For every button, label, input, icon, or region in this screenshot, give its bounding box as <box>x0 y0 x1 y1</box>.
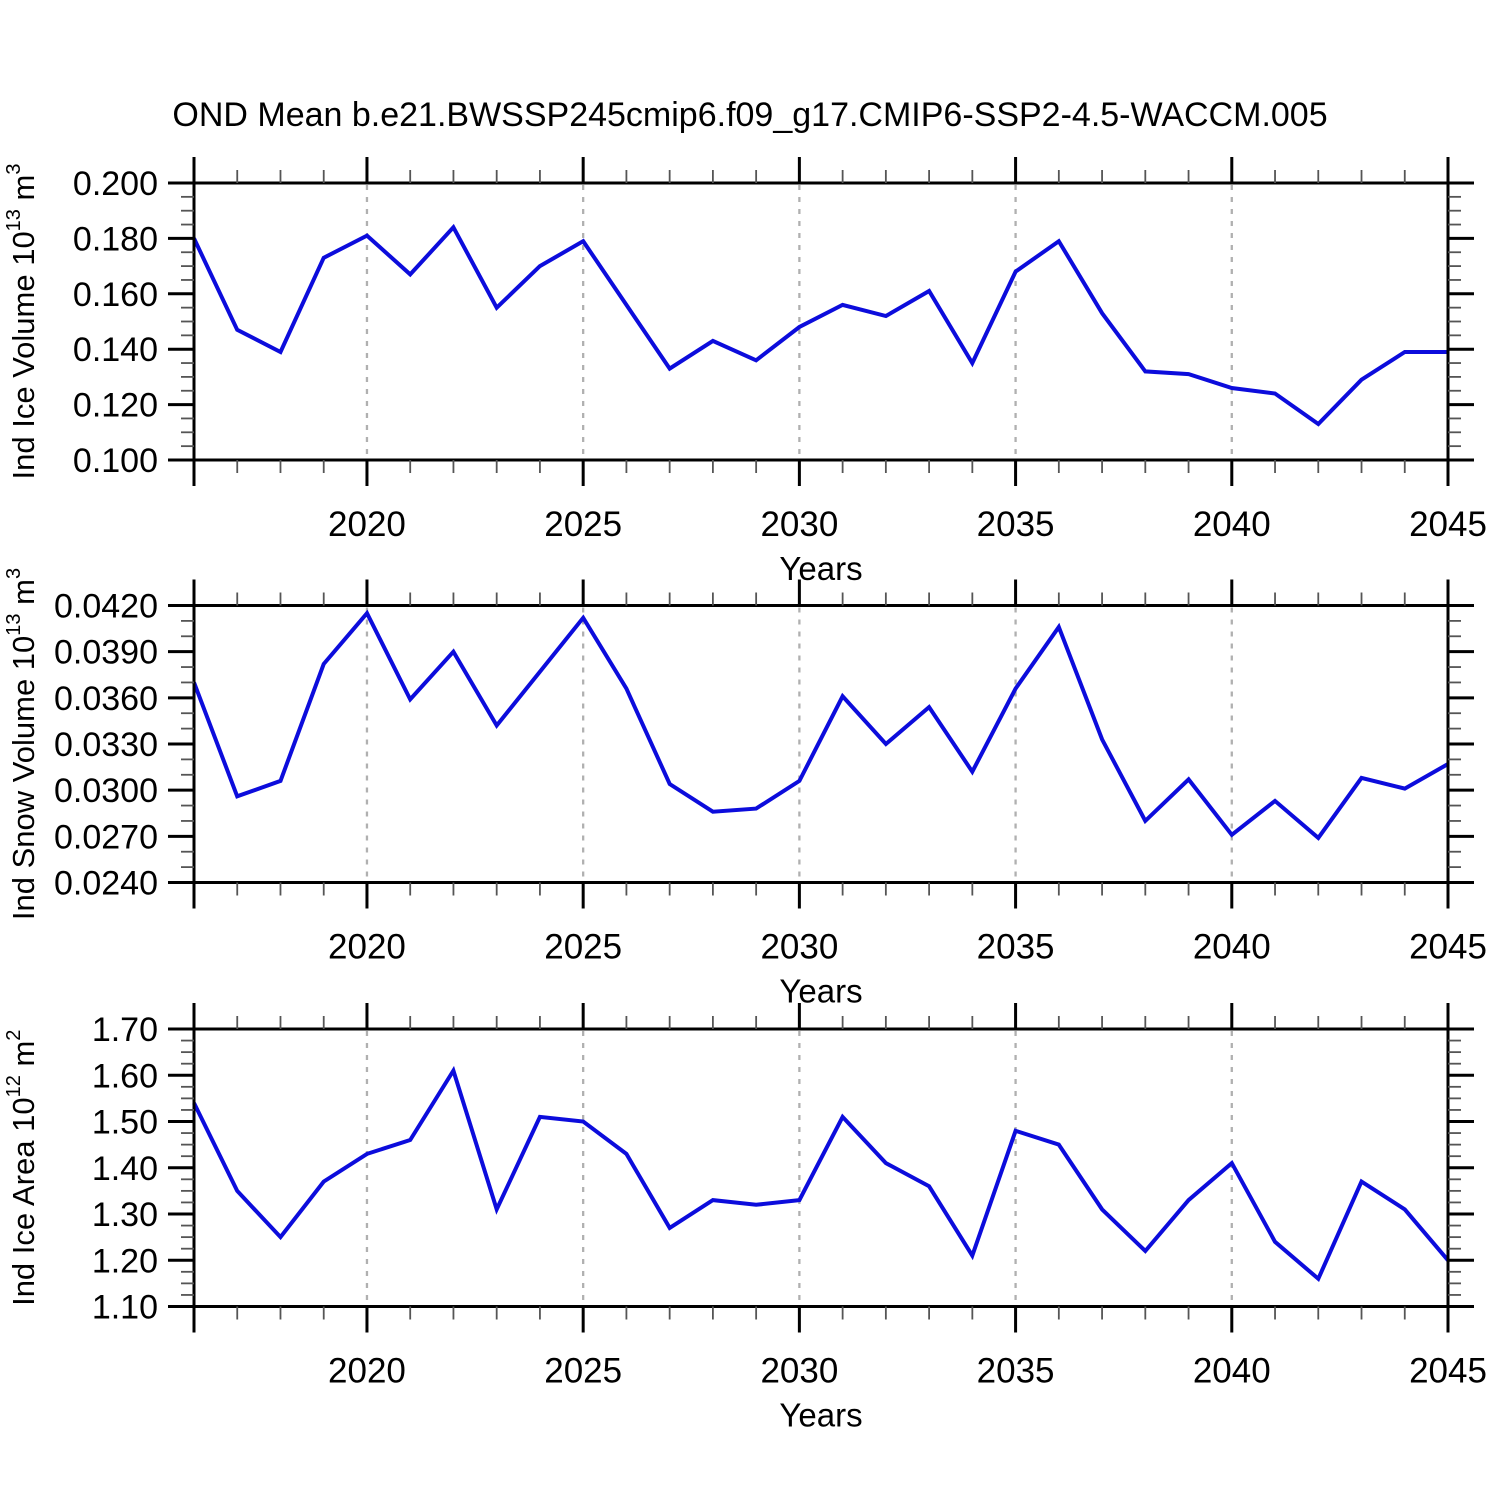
chart-panels: 0.100 0.120 0.140 0.160 0.180 0.200 2020 2025 20… <box>3 157 1487 1434</box>
x-axis-title: Years <box>779 1397 862 1434</box>
y-tick-label: 1.60 <box>92 1057 158 1095</box>
x-tick-label: 2040 <box>1193 928 1271 967</box>
y-tick-label: 0.0390 <box>54 634 158 672</box>
x-tick-label: 2035 <box>977 505 1055 544</box>
x-tick-label: 2030 <box>760 505 838 544</box>
x-tick-label: 2020 <box>328 1352 406 1391</box>
y-tick-label: 0.0270 <box>54 818 158 856</box>
y-tick-label: 1.20 <box>92 1242 158 1280</box>
x-tick-label: 2045 <box>1409 1352 1487 1391</box>
figure-title: OND Mean b.e21.BWSSP245cmip6.f09_g17.CMI… <box>172 96 1327 134</box>
y-tick-label: 0.140 <box>73 331 158 369</box>
y-tick-label: 0.0360 <box>54 680 158 718</box>
y-tick-label: 0.100 <box>73 442 158 480</box>
y-tick-label: 0.0330 <box>54 726 158 764</box>
data-line <box>192 223 1448 427</box>
x-tick-label: 2035 <box>977 928 1055 967</box>
panel-ind-ice-area: 1.10 1.20 1.30 1.40 1.50 1.60 1.70 2020 2025 2030… <box>3 1003 1487 1434</box>
data-line <box>192 1065 1450 1283</box>
x-axis-title: Years <box>779 550 862 587</box>
x-tick-label: 2020 <box>328 928 406 967</box>
x-tick-label: 2035 <box>977 1352 1055 1391</box>
y-tick-label: 1.40 <box>92 1150 158 1188</box>
x-tick-label: 2040 <box>1193 1352 1271 1391</box>
x-tick-label: 2030 <box>760 928 838 967</box>
y-tick-label: 0.0300 <box>54 772 158 810</box>
x-tick-label: 2045 <box>1409 928 1487 967</box>
x-tick-label: 2025 <box>544 928 622 967</box>
data-line <box>192 609 1449 841</box>
y-axis-title: Ind Ice Volume 1013 m3 <box>3 164 41 480</box>
y-tick-label: 0.120 <box>73 387 158 425</box>
y-tick-label: 0.0420 <box>54 588 158 626</box>
y-axis-title: Ind Ice Area 1012 m2 <box>3 1030 41 1306</box>
x-tick-label: 2025 <box>544 1352 622 1391</box>
y-axis-title: Ind Snow Volume 1013 m3 <box>3 568 41 920</box>
panel-ind-ice-volume: 0.100 0.120 0.140 0.160 0.180 0.200 2020 2025 20… <box>3 157 1487 587</box>
y-tick-label: 0.200 <box>73 165 158 203</box>
x-tick-label: 2020 <box>328 505 406 544</box>
y-tick-label: 1.70 <box>92 1011 158 1049</box>
y-tick-label: 1.50 <box>92 1104 158 1142</box>
y-tick-label: 0.160 <box>73 276 158 314</box>
y-tick-label: 0.180 <box>73 220 158 258</box>
y-tick-label: 0.0240 <box>54 865 158 903</box>
x-tick-label: 2025 <box>544 505 622 544</box>
x-tick-label: 2040 <box>1193 505 1271 544</box>
y-tick-label: 1.30 <box>92 1196 158 1234</box>
y-tick-label: 1.10 <box>92 1289 158 1327</box>
panel-ind-snow-volume: 0.0240 0.0270 0.0300 0.0330 0.0360 0.0390 0.04… <box>3 568 1487 1010</box>
x-tick-label: 2030 <box>760 1352 838 1391</box>
x-tick-label: 2045 <box>1409 505 1487 544</box>
x-axis-title: Years <box>779 973 862 1010</box>
